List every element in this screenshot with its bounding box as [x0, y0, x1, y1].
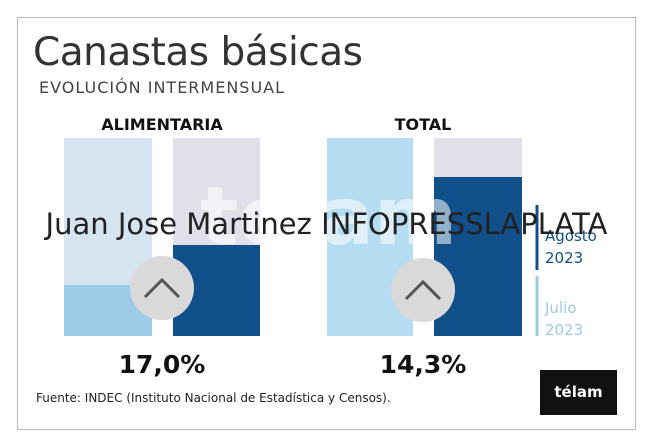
chevron — [143, 277, 181, 299]
source: Fuente: INDEC (Instituto Nacional de Est… — [36, 391, 391, 405]
logo: télam — [540, 370, 617, 415]
value-label: 14,3% — [379, 350, 467, 379]
group-label: ALIMENTARIA — [101, 115, 223, 134]
bar-bg — [173, 138, 260, 245]
watermark-brand: télam — [200, 170, 458, 263]
frame — [17, 17, 636, 430]
watermark: Juan Jose Martinez INFOPRESSLAPLATA — [45, 207, 608, 241]
arrow-badge — [391, 258, 455, 322]
bar — [434, 177, 522, 336]
group-label: TOTAL — [394, 115, 452, 134]
legend-label: Agosto 2023 — [545, 227, 597, 267]
chevron — [404, 279, 442, 301]
arrow-badge — [130, 256, 194, 320]
subtitle: EVOLUCIÓN INTERMENSUAL — [39, 78, 286, 97]
bar-bg — [64, 138, 152, 285]
title: Canastas básicas — [33, 30, 363, 75]
value-label: 17,0% — [118, 350, 206, 379]
legend-label: Julio 2023 — [545, 299, 584, 339]
bar-bg — [434, 138, 522, 177]
